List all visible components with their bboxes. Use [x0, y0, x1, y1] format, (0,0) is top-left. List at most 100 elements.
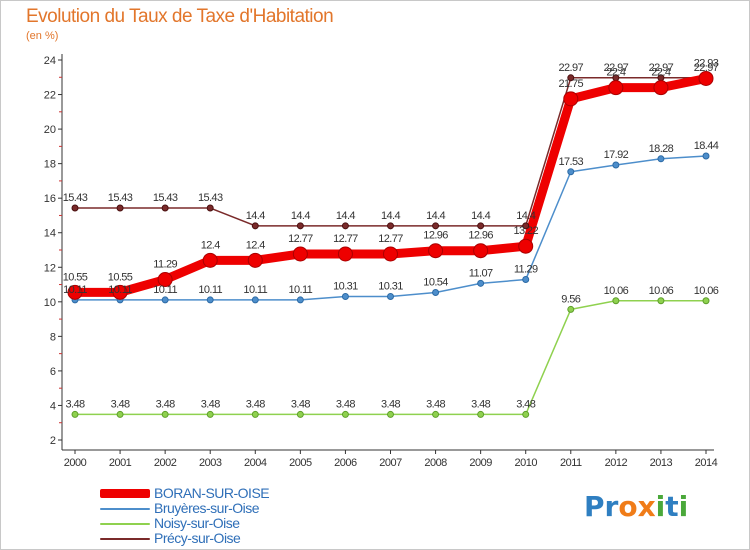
data-label: 14.4 — [381, 210, 400, 222]
y-tick-label: 10 — [44, 297, 56, 309]
x-tick-label: 2007 — [379, 457, 402, 469]
y-tick-label: 18 — [44, 159, 56, 171]
data-label: 12.4 — [246, 239, 265, 251]
x-tick-label: 2012 — [605, 457, 628, 469]
x-tick-label: 2008 — [424, 457, 447, 469]
x-tick-label: 2013 — [650, 457, 673, 469]
data-point — [702, 297, 710, 305]
data-point — [251, 222, 259, 230]
data-point — [387, 410, 394, 418]
data-label: 10.06 — [649, 285, 674, 297]
data-point — [428, 243, 444, 259]
data-point — [337, 246, 353, 262]
data-point — [702, 152, 710, 160]
x-tick-label: 2000 — [64, 457, 87, 469]
data-label: 10.31 — [333, 280, 358, 292]
data-label: 22.4 — [606, 67, 625, 79]
data-label: 12.96 — [468, 230, 493, 242]
data-label: 10.11 — [108, 284, 132, 296]
x-tick-label: 2003 — [199, 457, 222, 469]
chart-unit-label: (en %) — [26, 30, 59, 42]
data-point — [341, 222, 349, 230]
data-point — [432, 222, 440, 230]
data-point — [251, 410, 259, 418]
y-tick-label: 2 — [50, 435, 56, 447]
data-point — [161, 410, 169, 418]
legend-label: BORAN-SUR-OISE — [154, 485, 270, 501]
data-label: 17.53 — [559, 156, 584, 168]
data-point — [206, 296, 214, 304]
data-point — [612, 297, 620, 305]
logo-letter: i — [678, 490, 689, 523]
data-label: 10.11 — [198, 284, 222, 296]
data-point — [112, 284, 128, 300]
data-label: 18.44 — [694, 140, 719, 152]
data-point — [206, 410, 214, 418]
legend-label: Précy-sur-Oise — [154, 530, 241, 546]
data-label: 3.48 — [111, 398, 130, 410]
data-point — [432, 410, 440, 418]
data-point — [567, 74, 575, 82]
y-tick-label: 6 — [50, 366, 56, 378]
data-label: 3.48 — [156, 398, 175, 410]
data-label: 21.75 — [559, 78, 584, 90]
data-label: 14.4 — [246, 210, 265, 222]
data-label: 3.48 — [336, 398, 355, 410]
data-label: 17.92 — [604, 149, 629, 161]
data-point — [387, 292, 394, 300]
y-tick-label: 8 — [50, 331, 56, 343]
data-label: 15.43 — [153, 192, 178, 204]
x-tick-label: 2009 — [469, 457, 492, 469]
data-label: 3.48 — [246, 398, 265, 410]
legend-item: Bruyères-sur-Oise — [100, 501, 269, 516]
logo-letter: x — [637, 490, 656, 523]
data-label: 15.43 — [108, 192, 133, 204]
legend-item: Précy-sur-Oise — [100, 531, 269, 546]
data-point — [251, 296, 259, 304]
data-point — [657, 155, 665, 163]
legend-item: Noisy-sur-Oise — [100, 516, 269, 531]
data-label: 12.4 — [201, 239, 220, 251]
data-label: 15.43 — [198, 192, 223, 204]
data-point — [477, 279, 485, 287]
data-label: 13.22 — [513, 225, 538, 237]
data-label: 22.97 — [649, 62, 674, 74]
legend-swatch — [100, 507, 150, 510]
data-point — [247, 252, 263, 268]
data-point — [341, 410, 349, 418]
data-label: 15.43 — [63, 192, 88, 204]
x-tick-label: 2002 — [154, 457, 177, 469]
chart-legend: BORAN-SUR-OISE Bruyères-sur-Oise Noisy-sur… — [100, 485, 270, 546]
logo-letter: r — [604, 490, 619, 523]
legend-label: Bruyères-sur-Oise — [154, 500, 260, 516]
data-label: 22.4 — [651, 67, 670, 79]
data-label: 10.11 — [63, 284, 87, 296]
data-label: 11.29 — [153, 259, 177, 271]
x-tick-label: 2006 — [334, 457, 357, 469]
data-label: 3.48 — [381, 398, 400, 410]
logo-letter: P — [584, 490, 605, 523]
data-point — [71, 204, 79, 212]
data-point — [161, 296, 169, 304]
data-label: 10.06 — [604, 285, 629, 297]
data-point — [161, 204, 169, 212]
x-tick-label: 2011 — [560, 457, 582, 469]
data-point — [473, 243, 489, 259]
data-point — [432, 288, 440, 296]
data-label: 10.31 — [378, 280, 403, 292]
data-point — [67, 284, 83, 300]
data-point — [653, 80, 669, 96]
data-label: 18.28 — [649, 143, 674, 155]
data-label: 22.93 — [694, 57, 719, 69]
data-point — [477, 410, 485, 418]
data-point — [522, 222, 530, 230]
data-label: 10.11 — [288, 284, 312, 296]
data-label: 14.4 — [426, 210, 445, 222]
data-label: 14.4 — [471, 210, 490, 222]
data-point — [296, 410, 304, 418]
logo-letter: t — [665, 490, 679, 523]
data-label: 3.48 — [201, 398, 220, 410]
data-point — [296, 222, 304, 230]
data-point — [657, 297, 665, 305]
